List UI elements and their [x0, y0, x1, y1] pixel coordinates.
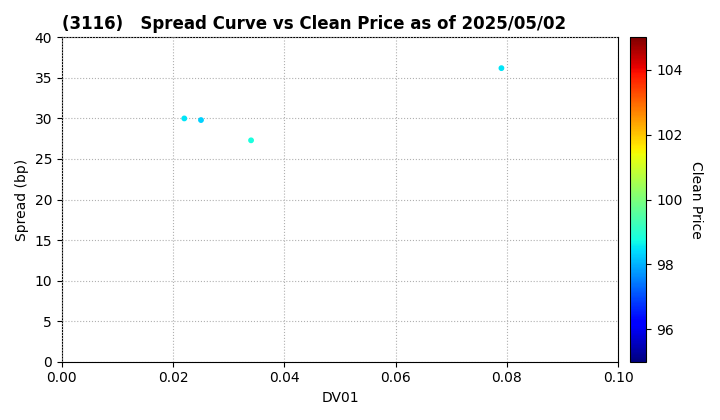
X-axis label: DV01: DV01	[321, 391, 359, 405]
Point	[246, 137, 257, 144]
Point	[195, 117, 207, 123]
Y-axis label: Spread (bp): Spread (bp)	[15, 158, 29, 241]
Point	[495, 65, 507, 71]
Y-axis label: Clean Price: Clean Price	[689, 161, 703, 239]
Point	[179, 115, 190, 122]
Text: (3116)   Spread Curve vs Clean Price as of 2025/05/02: (3116) Spread Curve vs Clean Price as of…	[62, 15, 566, 33]
